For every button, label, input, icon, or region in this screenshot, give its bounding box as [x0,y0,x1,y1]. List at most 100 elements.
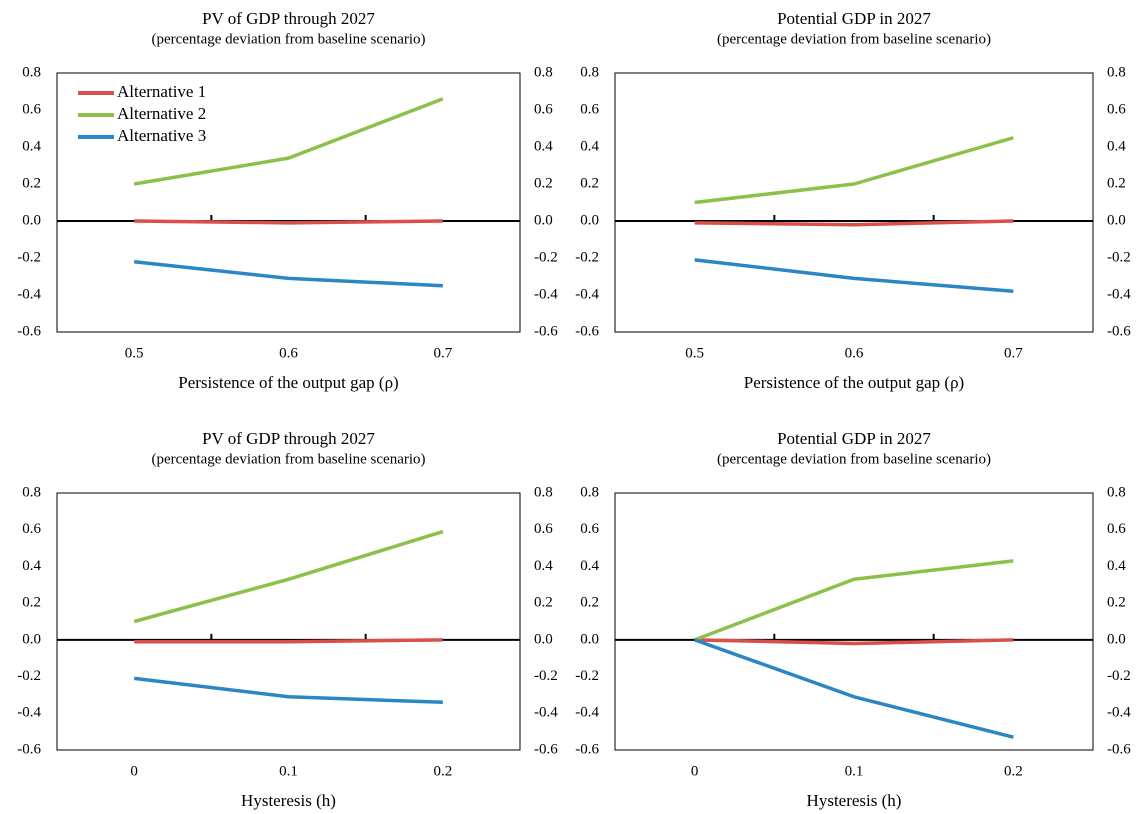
y-tick-label: 0.8 [580,64,599,80]
y2-tick-label: 0.4 [534,558,553,574]
x-tick-label: 0 [130,763,138,779]
plot-frame [56,492,521,751]
legend-label: Alternative 2 [117,104,206,123]
y2-tick-label: 0.0 [1107,212,1126,228]
y-tick-label: -0.2 [17,249,41,265]
y-tick-label: 0.4 [580,558,599,574]
y2-tick-label: -0.6 [534,741,558,757]
y-tick-label: 0.0 [580,631,599,647]
y-tick-label: -0.2 [17,668,41,684]
chart-title: PV of GDP through 2027 [202,429,375,448]
y-tick-label: 0.0 [22,631,41,647]
y2-tick-label: -0.6 [1107,323,1131,339]
series-line [134,219,443,225]
chart-subtitle: (percentage deviation from baseline scen… [717,451,991,467]
y-tick-label: -0.6 [575,323,599,339]
y-tick-label: 0.4 [22,138,41,154]
chart-subtitle: (percentage deviation from baseline scen… [151,31,425,47]
x-axis-label: Hysteresis (h) [241,791,336,810]
y2-tick-label: -0.4 [534,705,558,721]
x-tick-label: 0.5 [685,345,704,361]
plot-frame [56,72,521,333]
y2-tick-label: -0.2 [1107,668,1131,684]
x-tick-label: 0.5 [125,345,144,361]
y-tick-label: -0.4 [575,286,599,302]
x-tick-label: 0.1 [279,763,298,779]
y-tick-label: 0.8 [22,64,41,80]
y-tick-label: -0.4 [17,705,41,721]
y-tick-label: 0.8 [580,484,599,500]
chart-title: Potential GDP in 2027 [777,429,931,448]
y2-tick-label: 0.2 [1107,595,1126,611]
y-tick-label: 0.6 [22,521,41,537]
y2-tick-label: 0.8 [1107,484,1126,500]
y2-tick-label: 0.8 [534,64,553,80]
series-line [133,97,444,186]
y-tick-label: 0.4 [22,558,41,574]
y2-tick-label: 0.6 [1107,101,1126,117]
series-line [694,638,1014,739]
series-line [133,259,443,288]
y-tick-label: 0.0 [22,212,41,228]
y2-tick-label: -0.2 [534,668,558,684]
series-line [694,638,1014,646]
y2-tick-label: 0.4 [1107,558,1126,574]
chart-title: Potential GDP in 2027 [777,9,931,28]
y-tick-label: -0.6 [17,323,41,339]
y-tick-label: 0.2 [580,175,599,191]
y-tick-label: -0.6 [575,741,599,757]
series-line [694,559,1014,642]
y2-tick-label: 0.6 [534,521,553,537]
y2-tick-label: -0.4 [1107,705,1131,721]
y-tick-label: 0.6 [22,101,41,117]
x-axis-label: Persistence of the output gap (ρ) [744,373,964,392]
y2-tick-label: 0.6 [534,101,553,117]
y-tick-label: 0.6 [580,521,599,537]
series-line [134,638,443,644]
series-line [694,219,1014,227]
x-tick-label: 0.6 [279,345,298,361]
chart-title: PV of GDP through 2027 [202,9,375,28]
y2-tick-label: 0.0 [534,212,553,228]
legend-label: Alternative 3 [117,126,206,145]
y2-tick-label: 0.2 [1107,175,1126,191]
y2-tick-label: 0.2 [534,595,553,611]
series-line [694,136,1014,205]
y2-tick-label: -0.6 [1107,741,1131,757]
y-tick-label: 0.2 [22,175,41,191]
x-tick-label: 0.7 [433,345,452,361]
y-tick-label: 0.2 [22,595,41,611]
y2-tick-label: 0.4 [534,138,553,154]
y-tick-label: -0.6 [17,741,41,757]
y-tick-label: -0.2 [575,249,599,265]
y-tick-label: -0.2 [575,668,599,684]
chart-subtitle: (percentage deviation from baseline scen… [151,451,425,467]
plot-frame [614,492,1094,751]
y2-tick-label: -0.2 [534,249,558,265]
y2-tick-label: -0.4 [1107,286,1131,302]
y2-tick-label: 0.6 [1107,521,1126,537]
series-line [694,258,1014,294]
x-tick-label: 0.7 [1004,345,1023,361]
x-axis-label: Persistence of the output gap (ρ) [178,373,398,392]
y2-tick-label: 0.8 [1107,64,1126,80]
y2-tick-label: 0.2 [534,175,553,191]
y2-tick-label: -0.2 [1107,249,1131,265]
series-line [133,529,444,624]
y-tick-label: 0.8 [22,484,41,500]
y2-tick-label: 0.0 [534,631,553,647]
y2-tick-label: -0.4 [534,286,558,302]
y-tick-label: 0.6 [580,101,599,117]
y2-tick-label: 0.8 [534,484,553,500]
plot-frame [614,72,1094,333]
y-tick-label: 0.4 [580,138,599,154]
x-tick-label: 0.1 [845,763,864,779]
x-tick-label: 0 [691,763,699,779]
legend-label: Alternative 1 [117,82,206,101]
x-tick-label: 0.6 [845,345,864,361]
y-tick-label: -0.4 [575,705,599,721]
series-line [133,676,443,705]
chart-subtitle: (percentage deviation from baseline scen… [717,31,991,47]
y-tick-label: -0.4 [17,286,41,302]
